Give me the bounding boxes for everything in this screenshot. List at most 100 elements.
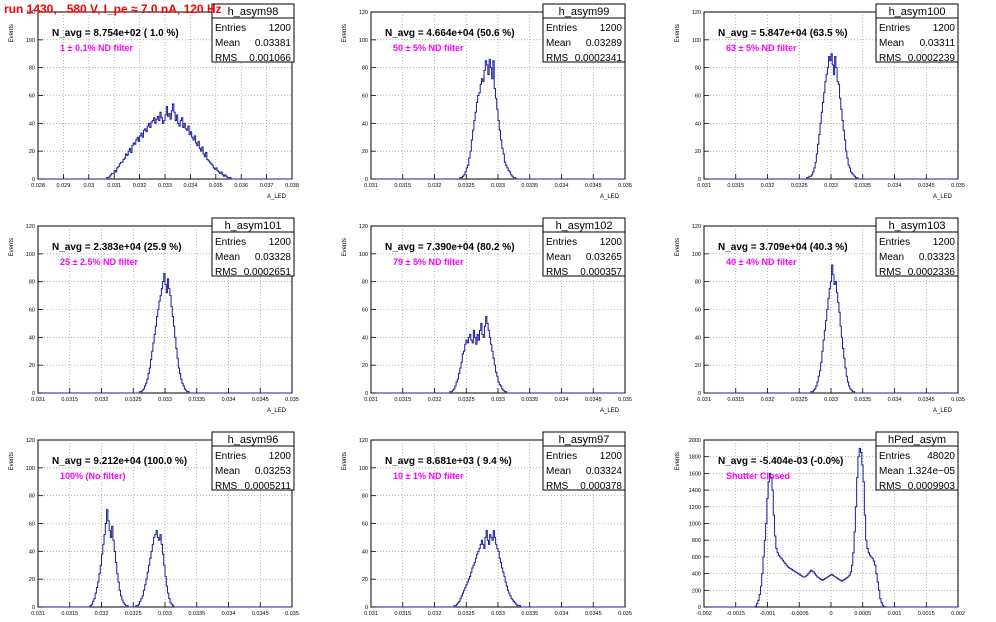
x-tick-label: -0.0015 (726, 611, 745, 617)
run-title: run 1430, 580 V, I_pe ≈ 7.0 nA, 120 Hz (4, 2, 222, 16)
x-tick-label: 0.0325 (791, 397, 808, 403)
x-tick-label: 0.034 (555, 611, 569, 617)
x-tick-label: 0.028 (31, 183, 45, 189)
y-tick-label: 60 (29, 308, 35, 314)
stats-title: hPed_asym (888, 434, 946, 446)
stats-key: RMS (215, 481, 238, 492)
y-tick-label: 60 (695, 94, 701, 100)
y-tick-label: 120 (692, 10, 701, 16)
y-tick-label: 80 (362, 66, 368, 72)
stats-title: h_asym102 (556, 220, 613, 232)
x-tick-label: 0.031 (364, 611, 378, 617)
y-tick-label: 0 (32, 605, 35, 611)
x-tick-label: 0.001 (888, 611, 902, 617)
y-tick-label: 0 (365, 391, 368, 397)
x-tick-label: 0.0005 (854, 611, 871, 617)
x-tick-label: 0.033 (158, 611, 172, 617)
x-tick-label: 0.034 (222, 611, 236, 617)
stats-key: RMS (215, 53, 238, 64)
stats-value: 0.03289 (586, 38, 623, 49)
stats-title: h_asym99 (559, 6, 610, 18)
x-tick-label: 0.0315 (394, 397, 411, 403)
y-tick-label: 100 (26, 38, 35, 44)
histogram-panel-hPed_asym: -0.002 -0.0015 -0.001 -0.0005 0 0.0005 0.001 0.… (675, 431, 965, 617)
histogram-panel-h_asym96: 0.031 0.0315 0.032 0.0325 0.033 0.0335 0.034 0.… (9, 431, 299, 617)
stats-key: Mean (879, 466, 904, 477)
x-tick-label: 0.0335 (188, 397, 205, 403)
x-tick-label: 0.032 (95, 611, 109, 617)
stats-box (875, 3, 959, 63)
y-tick-label: 60 (362, 522, 368, 528)
x-tick-label: 0.033 (491, 183, 505, 189)
y-tick-label: 40 (695, 121, 701, 127)
x-tick-label: 0.034 (888, 183, 902, 189)
stats-value: 1.324e−05 (907, 466, 955, 477)
y-tick-label: 40 (29, 121, 35, 127)
x-tick-label: 0.035 (618, 397, 632, 403)
stats-value: 1200 (269, 237, 292, 248)
stats-key: Entries (546, 237, 577, 248)
stats-key: Entries (215, 237, 246, 248)
stats-value: 0.03311 (920, 38, 956, 49)
stats-key: Mean (546, 466, 571, 477)
x-tick-label: 0.035 (285, 397, 299, 403)
x-tick-label: 0.032 (428, 397, 442, 403)
x-tick-label: 0.034 (555, 183, 569, 189)
histogram-line (704, 53, 958, 180)
y-tick-label: 80 (362, 494, 368, 500)
y-tick-label: 20 (29, 149, 35, 155)
x-tick-label: 0.002 (951, 611, 965, 617)
histogram-panel-h_asym103: 0.031 0.0315 0.032 0.0325 0.033 0.0335 0.034 0.… (675, 217, 965, 414)
x-tick-label: 0.033 (158, 397, 172, 403)
stats-box (542, 217, 626, 277)
histogram-panel-h_asym100: 0.031 0.0315 0.032 0.0325 0.033 0.0335 0.034 0.… (675, 3, 965, 200)
y-tick-label: 1400 (689, 488, 701, 494)
stats-value: 0.0002651 (244, 267, 292, 278)
histogram-line (371, 58, 625, 180)
x-tick-label: 0.0315 (61, 611, 78, 617)
stats-key: RMS (215, 267, 238, 278)
filter-text: 10 ± 1% ND filter (393, 471, 464, 481)
x-tick-label: 0 (829, 611, 832, 617)
y-tick-label: 40 (362, 549, 368, 555)
stats-value: 1200 (600, 451, 623, 462)
x-tick-label: 0.037 (260, 183, 274, 189)
x-tick-label: 0.0315 (394, 611, 411, 617)
stats-value: 0.001066 (249, 53, 291, 64)
y-tick-label: 120 (26, 224, 35, 230)
x-tick-label: 0.033 (824, 183, 838, 189)
x-tick-label: 0.0015 (918, 611, 935, 617)
y-tick-label: 2000 (689, 438, 701, 444)
stats-title: h_asym98 (228, 6, 279, 18)
y-tick-label: 0 (365, 177, 368, 183)
stats-value: 0.000378 (580, 481, 622, 492)
stats-box (542, 431, 626, 491)
y-tick-label: 60 (29, 522, 35, 528)
stats-title: h_asym97 (559, 434, 610, 446)
x-tick-label: 0.029 (57, 183, 71, 189)
stats-key: RMS (879, 267, 902, 278)
y-tick-label: 80 (29, 280, 35, 286)
y-tick-label: 40 (362, 121, 368, 127)
y-tick-label: 100 (692, 38, 701, 44)
filter-text: 50 ± 5% ND filter (393, 43, 464, 53)
filter-text: 79 ± 5% ND filter (393, 257, 464, 267)
y-tick-label: 20 (362, 363, 368, 369)
stats-value: 0.03328 (255, 252, 292, 263)
x-tick-label: 0.034 (888, 397, 902, 403)
histogram-line (704, 264, 958, 394)
x-tick-label: -0.001 (760, 611, 776, 617)
x-tick-label: 0.034 (184, 183, 198, 189)
y-axis-title: Events (675, 24, 681, 42)
y-tick-label: 20 (362, 577, 368, 583)
y-tick-label: 100 (692, 252, 701, 258)
y-tick-label: 0 (365, 605, 368, 611)
stats-key: RMS (546, 267, 569, 278)
stats-title: h_asym96 (228, 434, 279, 446)
y-tick-label: 0 (698, 391, 701, 397)
stats-value: 0.0002239 (908, 53, 956, 64)
x-tick-label: 0.035 (618, 183, 632, 189)
y-tick-label: 0 (32, 391, 35, 397)
x-tick-label: 0.0325 (458, 183, 475, 189)
